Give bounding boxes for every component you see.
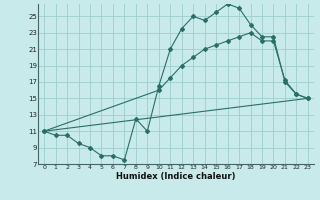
X-axis label: Humidex (Indice chaleur): Humidex (Indice chaleur): [116, 172, 236, 181]
